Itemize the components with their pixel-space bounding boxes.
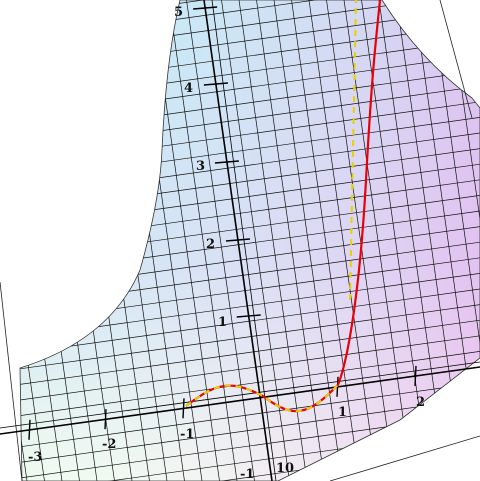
y-axis-tick-labels: 1 2 3 4 5	[174, 5, 227, 330]
mesh-line-vertical	[326, 0, 395, 481]
x-axis-tick	[414, 365, 417, 386]
y-tick-label: 2	[206, 237, 215, 252]
mesh-line-horizontal	[20, 319, 480, 388]
x-axis-tick-labels: -3 -2 -1 1 2	[28, 395, 425, 465]
x-tick-label: -2	[102, 437, 116, 452]
y-axis-tick	[236, 314, 261, 318]
mesh-line-vertical	[273, 0, 343, 481]
mesh-line-vertical	[431, 0, 480, 481]
mesh-line-horizontal	[20, 351, 480, 419]
y-axis-tick	[193, 6, 218, 10]
x-axis-line	[0, 366, 480, 435]
x-tick-label: -3	[28, 450, 42, 465]
z-tick-label: -1	[240, 467, 254, 481]
mesh-line-vertical	[20, 0, 45, 481]
y-axis-tick	[225, 238, 250, 242]
y-axis-tick	[203, 82, 228, 86]
z-axis-tick-labels: -1 10	[240, 461, 294, 481]
mesh-line-horizontal	[20, 288, 480, 357]
mesh-line-horizontal	[20, 397, 480, 466]
y-tick-label: 5	[174, 5, 183, 20]
x-tick-label: 2	[416, 395, 425, 410]
x-axis-tick	[182, 398, 185, 419]
mesh-line-vertical	[221, 0, 290, 481]
z-tick-label: 10	[276, 461, 294, 476]
y-axis-line-shadow	[211, 0, 277, 481]
mesh-line-horizontal	[20, 335, 480, 404]
y-tick-label: 3	[196, 159, 205, 174]
mesh-line-vertical	[0, 0, 10, 481]
mesh-line-horizontal	[20, 304, 480, 372]
x-axis-tick	[28, 419, 31, 440]
x-axis-tick	[104, 409, 107, 430]
x-tick-label: -1	[180, 427, 194, 442]
mesh-line-vertical	[256, 0, 325, 481]
mesh-line-horizontal	[20, 382, 480, 450]
y-tick-label: 1	[218, 315, 227, 330]
mesh-line-vertical	[308, 0, 378, 481]
x-axis-line-shadow	[0, 361, 480, 429]
x-tick-label: 1	[338, 405, 347, 420]
y-axis-tick	[214, 160, 239, 164]
mesh-line-vertical	[238, 0, 308, 481]
y-tick-label: 4	[184, 81, 193, 96]
mesh-line-vertical	[168, 0, 238, 481]
